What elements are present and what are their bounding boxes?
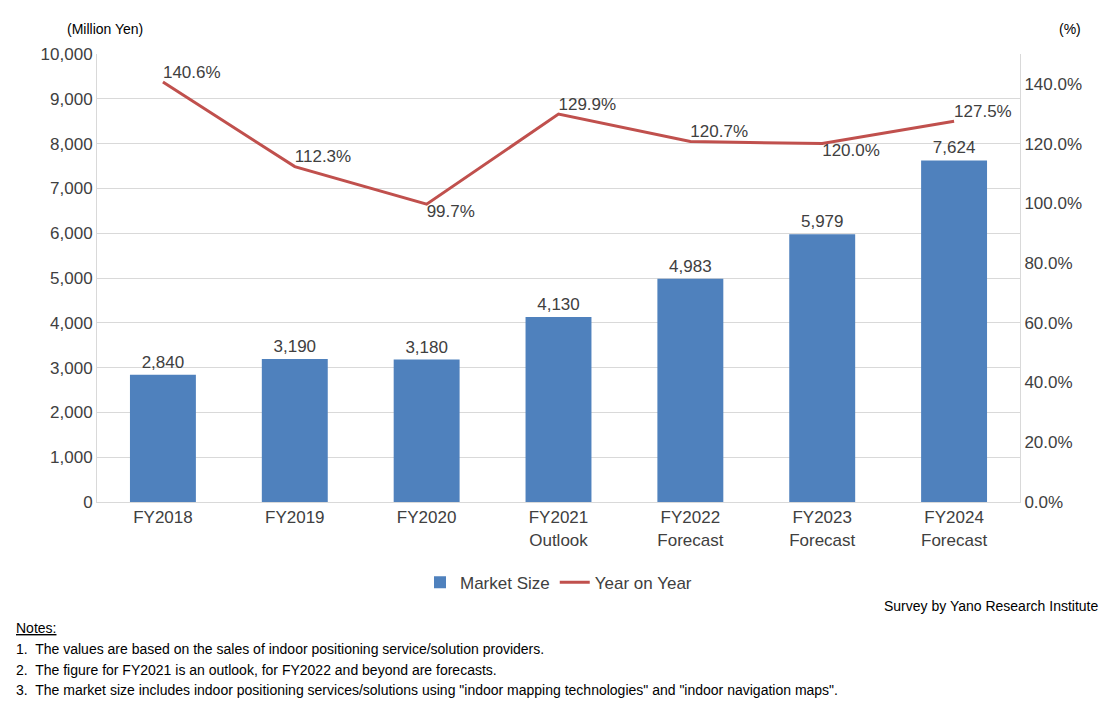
svg-text:2. The figure for FY2021 is a: 2. The figure for FY2021 is an outlook, … <box>16 662 497 678</box>
svg-text:FY2020: FY2020 <box>397 508 457 527</box>
svg-text:3,000: 3,000 <box>50 359 93 378</box>
svg-text:120.0%: 120.0% <box>1024 135 1082 154</box>
svg-text:4,000: 4,000 <box>50 314 93 333</box>
svg-text:129.9%: 129.9% <box>559 95 617 114</box>
svg-text:Notes:: Notes: <box>16 620 56 636</box>
svg-text:2,000: 2,000 <box>50 403 93 422</box>
svg-text:99.7%: 99.7% <box>427 202 475 221</box>
svg-text:FY2022Forecast: FY2022Forecast <box>657 508 723 549</box>
svg-text:20.0%: 20.0% <box>1024 433 1072 452</box>
svg-text:3,180: 3,180 <box>405 338 448 357</box>
svg-text:FY2021Outlook: FY2021Outlook <box>529 508 589 549</box>
svg-text:FY2019: FY2019 <box>265 508 325 527</box>
svg-text:1,000: 1,000 <box>50 448 93 467</box>
svg-text:9,000: 9,000 <box>50 90 93 109</box>
svg-text:100.0%: 100.0% <box>1024 194 1082 213</box>
svg-text:FY2018: FY2018 <box>133 508 193 527</box>
svg-text:7,624: 7,624 <box>933 138 976 157</box>
svg-text:1. The values are based on th: 1. The values are based on the sales of … <box>16 641 544 657</box>
svg-text:7,000: 7,000 <box>50 179 93 198</box>
svg-text:60.0%: 60.0% <box>1024 314 1072 333</box>
svg-text:Year on Year: Year on Year <box>595 574 692 593</box>
svg-text:0.0%: 0.0% <box>1024 493 1063 512</box>
svg-text:4,983: 4,983 <box>669 257 712 276</box>
svg-text:80.0%: 80.0% <box>1024 254 1072 273</box>
svg-text:FY2023Forecast: FY2023Forecast <box>789 508 855 549</box>
svg-text:2,840: 2,840 <box>142 353 185 372</box>
svg-text:120.0%: 120.0% <box>822 141 880 160</box>
svg-text:(%): (%) <box>1059 21 1081 37</box>
svg-text:40.0%: 40.0% <box>1024 373 1072 392</box>
svg-text:Survey by Yano Research Instit: Survey by Yano Research Institute <box>884 598 1098 614</box>
svg-text:5,979: 5,979 <box>801 212 844 231</box>
svg-text:4,130: 4,130 <box>537 295 580 314</box>
svg-text:FY2024Forecast: FY2024Forecast <box>921 508 987 549</box>
svg-text:8,000: 8,000 <box>50 135 93 154</box>
svg-text:140.0%: 140.0% <box>1024 75 1082 94</box>
svg-text:112.3%: 112.3% <box>295 147 351 166</box>
svg-text:(Million Yen): (Million Yen) <box>67 21 143 37</box>
svg-text:5,000: 5,000 <box>50 269 93 288</box>
svg-text:0: 0 <box>83 493 92 512</box>
svg-text:120.7%: 120.7% <box>690 122 748 141</box>
svg-text:127.5%: 127.5% <box>954 102 1012 121</box>
svg-text:6,000: 6,000 <box>50 224 93 243</box>
svg-text:3. The market size includes i: 3. The market size includes indoor posit… <box>16 682 838 698</box>
svg-text:140.6%: 140.6% <box>163 63 221 82</box>
svg-text:Market Size: Market Size <box>460 574 550 593</box>
svg-text:3,190: 3,190 <box>274 337 317 356</box>
svg-text:10,000: 10,000 <box>41 45 93 64</box>
